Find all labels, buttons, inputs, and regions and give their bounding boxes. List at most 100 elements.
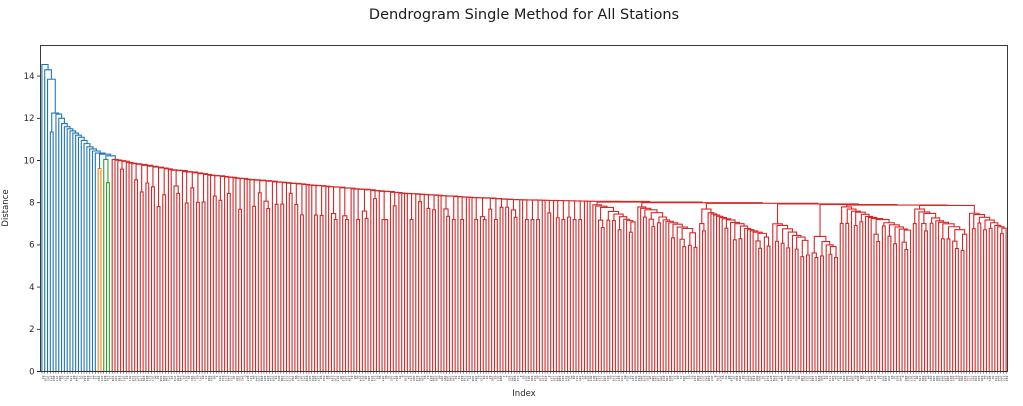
x-tick-label: 120	[553, 376, 557, 382]
x-tick-label: 92	[378, 376, 382, 380]
x-tick-label: 307	[589, 376, 593, 382]
x-tick-label: 255	[786, 376, 790, 382]
x-tick-label: 204	[668, 376, 672, 382]
x-tick-label: 256	[134, 376, 138, 382]
x-tick-label: 117	[600, 376, 604, 382]
x-tick-label: 83	[61, 376, 65, 380]
x-tick-label: 271	[614, 376, 618, 382]
x-tick-label: 315	[671, 376, 675, 382]
x-tick-label: 151	[806, 376, 810, 382]
x-tick-label: 101	[527, 376, 531, 382]
x-tick-label: 301	[128, 376, 132, 382]
x-tick-label: 214	[415, 376, 419, 382]
x-tick-label: 293	[210, 376, 214, 382]
x-tick-label: 35	[398, 376, 402, 380]
x-tick-label: 145	[235, 376, 239, 382]
x-tick-label: 64	[676, 376, 680, 380]
x-tick-label: 218	[44, 376, 48, 382]
x-tick-label: 118	[538, 376, 542, 382]
x-tick-label: 13	[94, 376, 98, 380]
x-tick-label: 235	[645, 376, 649, 382]
x-tick-label: 239	[780, 376, 784, 382]
x-tick-label: 245	[240, 376, 244, 382]
x-tick-label: 279	[612, 376, 616, 382]
x-tick-label: 156	[974, 376, 978, 382]
x-tick-label: 188	[651, 376, 655, 382]
x-tick-label: 284	[867, 376, 871, 382]
x-tick-label: 190	[510, 376, 514, 382]
x-tick-label: 70	[761, 376, 765, 380]
dendrogram-links	[41, 63, 1007, 372]
x-tick-label: 259	[642, 376, 646, 382]
x-tick-label: 110	[333, 376, 337, 382]
x-tick-label: 141	[167, 376, 171, 382]
x-tick-label: 171	[409, 376, 413, 382]
x-tick-label: 35	[387, 376, 391, 380]
x-tick-label: 326	[938, 376, 942, 382]
x-tick-label: 345	[929, 376, 933, 382]
x-tick-label: 264	[359, 376, 363, 382]
x-tick-label: 202	[342, 376, 346, 382]
x-tick-label: 137	[550, 376, 554, 382]
x-tick-label: 242	[86, 376, 90, 382]
x-tick-label: 158	[111, 376, 115, 382]
x-tick-label: 82	[522, 376, 526, 380]
x-tick-label: 50	[724, 376, 728, 380]
x-tick-label: 73	[485, 376, 489, 380]
y-tick-label: 2	[29, 325, 34, 335]
x-tick-label: 275	[1002, 376, 1006, 382]
x-tick-label: 177	[63, 376, 67, 382]
x-tick-label: 152	[693, 376, 697, 382]
x-tick-label: 21	[66, 376, 70, 380]
x-tick-label: 154	[173, 376, 177, 382]
x-tick-label: 139	[665, 376, 669, 382]
x-tick-label: 264	[145, 376, 149, 382]
dendrogram-links-2ca02c	[103, 158, 110, 372]
x-tick-label: 305	[412, 376, 416, 382]
x-tick-label: 281	[988, 376, 992, 382]
x-tick-label: 50	[783, 376, 787, 380]
x-tick-label: 186	[367, 376, 371, 382]
x-tick-label: 299	[595, 376, 599, 382]
x-tick-label: 201	[592, 376, 596, 382]
x-tick-label: 154	[370, 376, 374, 382]
x-tick-label: 25	[187, 376, 191, 380]
x-tick-label: 266	[746, 376, 750, 382]
x-tick-label: 207	[718, 376, 722, 382]
y-axis-ticks: 0 2 4 6 8 10 12 14	[24, 72, 41, 377]
x-tick-label: 41	[350, 376, 354, 380]
x-tick-label: 279	[772, 376, 776, 382]
x-tick-label: 59	[822, 376, 826, 380]
x-tick-label: 77	[77, 376, 81, 380]
x-axis-label: Index	[512, 389, 536, 399]
x-tick-label: 112	[120, 376, 124, 382]
x-tick-label: 13	[108, 376, 112, 380]
x-tick-label: 20	[791, 376, 795, 380]
x-tick-label: 303	[803, 376, 807, 382]
x-tick-label: 198	[165, 376, 169, 382]
x-tick-label: 212	[221, 376, 225, 382]
y-tick-label: 0	[29, 367, 34, 377]
x-tick-label: 270	[106, 376, 110, 382]
x-tick-label: 84	[926, 376, 930, 380]
x-tick-label: 91	[423, 376, 427, 380]
x-tick-label: 160	[999, 376, 1003, 382]
x-tick-label: 66	[353, 376, 357, 380]
x-tick-label: 82	[493, 376, 497, 380]
x-tick-label: 200	[820, 376, 824, 382]
x-tick-label: 4	[519, 376, 523, 378]
x-tick-label: 298	[499, 376, 503, 382]
x-tick-label: 40	[569, 376, 573, 380]
x-tick-label: 205	[263, 376, 267, 382]
x-tick-label: 279	[716, 376, 720, 382]
x-tick-label: 23	[488, 376, 492, 380]
x-tick-label: 155	[702, 376, 706, 382]
x-tick-label: 324	[1005, 376, 1009, 382]
x-tick-label: 229	[730, 376, 734, 382]
x-tick-label: 24	[406, 376, 410, 380]
x-tick-label: 175	[117, 376, 121, 382]
x-tick-label: 274	[544, 376, 548, 382]
x-tick-label: 204	[52, 376, 56, 382]
x-tick-label: 87	[181, 376, 185, 380]
